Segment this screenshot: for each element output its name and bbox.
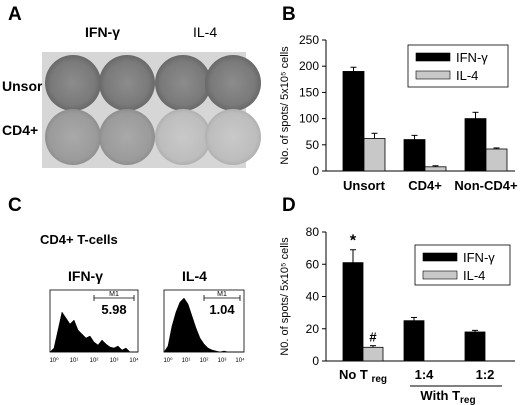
group-label: With Treg — [420, 388, 475, 405]
legend: IFN-γ IL-4 — [407, 44, 509, 88]
category-label: 1:2 — [476, 367, 495, 382]
gate-percent: 5.98 — [101, 302, 126, 317]
flow-histogram: M1 5.98 10⁰ 10¹ 10² 10³ 10⁴ — [49, 289, 139, 364]
y-tick-label: 50 — [306, 138, 320, 152]
category-label: Non-CD4+ — [454, 178, 518, 193]
category-label: CD4+ — [408, 178, 442, 193]
y-tick-label: 100 — [299, 112, 319, 126]
gate-percent: 1.04 — [209, 302, 235, 317]
hist-label-il4: IL-4 — [182, 268, 207, 284]
gate-label: M1 — [217, 291, 227, 298]
flow-x-tick-label: 10⁰ — [49, 357, 59, 364]
panel-b-letter: B — [282, 4, 296, 25]
legend-swatch — [422, 252, 458, 262]
y-tick-label: 60 — [306, 257, 320, 271]
elispot-well — [99, 109, 155, 165]
elispot-well — [45, 55, 101, 111]
panel-d-letter: D — [282, 195, 296, 216]
elispot-well — [205, 109, 261, 165]
flow-x-tick-label: 10⁴ — [235, 357, 245, 364]
category-label: 1:4 — [415, 367, 435, 382]
bar — [424, 166, 447, 172]
annotation-star: * — [350, 233, 357, 250]
annotation-hash: # — [369, 330, 377, 345]
elispot-well — [99, 55, 155, 111]
y-tick-label: 150 — [299, 85, 319, 99]
chart-b: 0 50 100 150 200 250 No. of spots/ 5x10⁵ cells… — [279, 33, 518, 193]
panel-a-letter: A — [8, 4, 22, 25]
bar — [342, 262, 364, 362]
y-tick-label: 80 — [306, 225, 320, 239]
gate-label: M1 — [109, 291, 119, 298]
bar — [403, 320, 425, 362]
elispot-well — [155, 55, 211, 111]
legend-box — [407, 44, 509, 88]
y-tick-label: 200 — [299, 59, 319, 73]
row-label-cd4: CD4+ T — [2, 122, 51, 138]
flow-x-tick-label: 10¹ — [182, 358, 191, 364]
legend: IFN-γ IL-4 — [414, 244, 511, 286]
flow-x-tick-label: 10³ — [110, 358, 119, 364]
row-label-unsort: Unsort — [2, 78, 48, 94]
legend-label: IL-4 — [463, 268, 485, 283]
bar — [403, 139, 426, 172]
flow-x-tick-label: 10² — [90, 358, 99, 364]
category-label: No T reg — [339, 367, 387, 385]
legend-swatch — [422, 270, 458, 280]
elispot-well — [45, 109, 101, 165]
bar — [485, 148, 508, 172]
bar — [362, 346, 384, 362]
y-tick-label: 20 — [306, 322, 320, 336]
category-label: Unsort — [343, 178, 386, 193]
elispot-well — [155, 109, 211, 165]
flow-x-tick-label: 10² — [200, 358, 209, 364]
bar — [464, 118, 487, 172]
flow-histogram: M1 1.04 10⁰ 10¹ 10² 10³ 10⁴ — [163, 289, 245, 364]
elispot-well — [205, 55, 261, 111]
bar — [363, 138, 386, 172]
flow-x-tick-label: 10⁰ — [163, 357, 173, 364]
legend-label: IL-4 — [456, 68, 478, 83]
legend-label: IFN-γ — [463, 250, 495, 265]
legend-swatch — [415, 70, 451, 80]
hist-label-ifng: IFN-γ — [68, 268, 103, 284]
panel-c-letter: C — [8, 195, 22, 216]
chart-d: 0 20 40 60 80 N0. of spots/ 5x10⁵ cells No T r… — [279, 225, 515, 405]
col-label-ifng: IFN-γ — [85, 24, 120, 40]
histogram-fill — [49, 311, 138, 353]
y-tick-label: 250 — [299, 33, 319, 47]
legend-label: IFN-γ — [456, 50, 488, 65]
y-axis-label: N0. of spots/ 5x10⁵ cells — [279, 237, 291, 356]
flow-histograms: M1 5.98 10⁰ 10¹ 10² 10³ 10⁴ M1 1.04 10⁰ 10¹ 10² 10³ 1… — [49, 289, 245, 364]
flow-x-tick-label: 10⁴ — [129, 357, 139, 364]
col-label-il4: IL-4 — [193, 24, 218, 40]
y-tick-label: 0 — [312, 164, 319, 178]
flow-x-tick-label: 10³ — [218, 358, 227, 364]
y-axis-label: No. of spots/ 5x10⁵ cells — [279, 46, 291, 165]
legend-swatch — [415, 52, 451, 62]
bar — [464, 331, 486, 362]
y-tick-label: 40 — [306, 290, 320, 304]
flow-x-tick-label: 10¹ — [70, 358, 79, 364]
bar — [342, 71, 365, 172]
y-tick-label: 0 — [312, 354, 319, 368]
flow-title: CD4+ T-cells — [40, 232, 118, 247]
histogram-fill — [163, 297, 244, 353]
